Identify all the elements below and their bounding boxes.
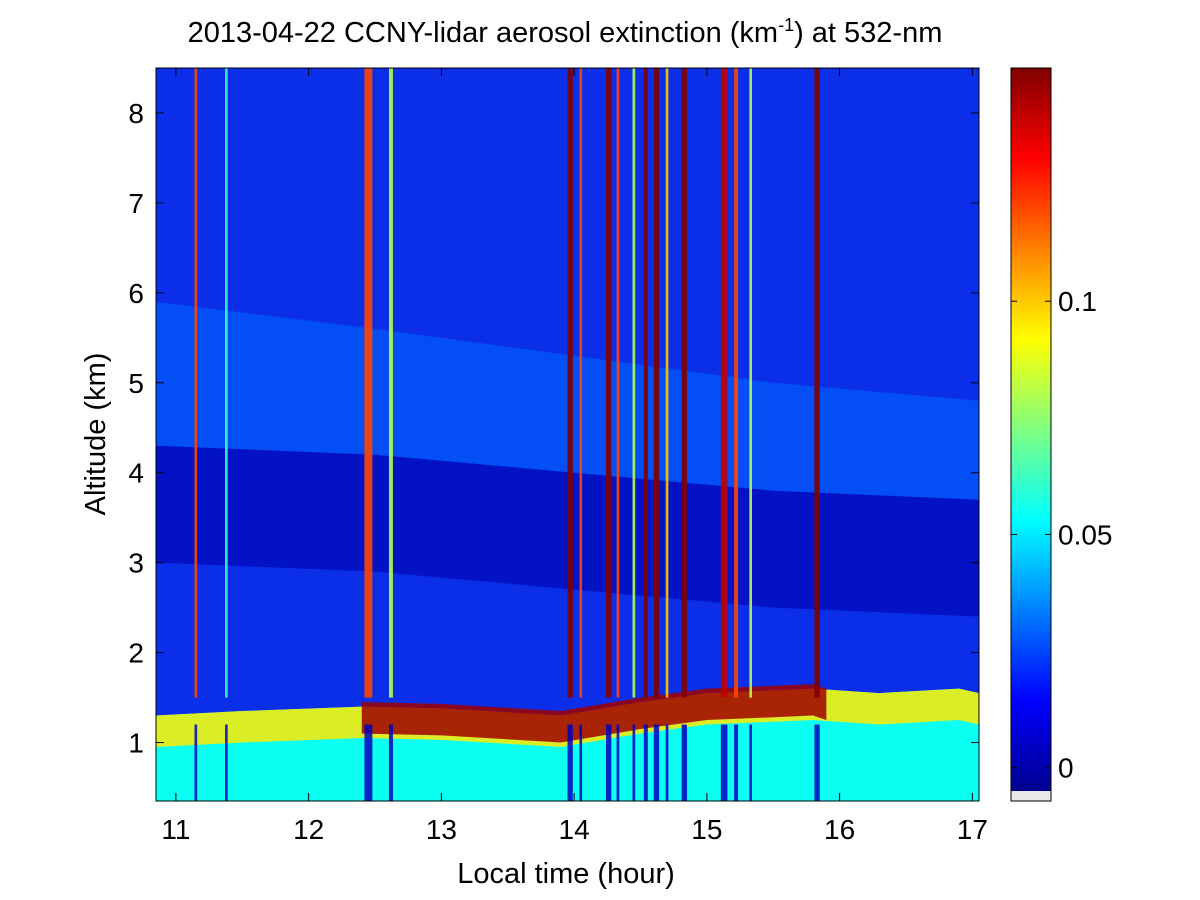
cloud-shadow-column — [632, 724, 636, 801]
chart-title: 2013-04-22 CCNY-lidar aerosol extinction… — [188, 15, 943, 49]
cloud-shadow-column — [579, 724, 583, 801]
cloud-shadow-column — [194, 724, 198, 801]
cloud-shadow-column — [734, 724, 739, 801]
cloud-shadow-column — [749, 724, 753, 801]
cloud-shadow-column — [364, 724, 373, 801]
cloud-shadow-column — [643, 724, 648, 801]
cloud-shadow-column — [814, 724, 820, 801]
cloud-shadow-column — [681, 724, 687, 801]
y-tick-label: 8 — [128, 98, 144, 129]
colorbar-scale — [1011, 68, 1051, 791]
cloud-column — [364, 68, 373, 698]
x-tick-label: 11 — [161, 814, 190, 845]
y-tick-label: 5 — [128, 368, 144, 399]
y-tick-label: 7 — [128, 188, 144, 219]
cloud-column — [605, 68, 612, 698]
x-tick-label: 16 — [824, 814, 855, 845]
colorbar-tick-label: 0.05 — [1058, 519, 1113, 550]
y-tick-label: 2 — [128, 638, 144, 669]
x-tick-label: 14 — [559, 814, 590, 845]
cloud-column — [643, 68, 648, 698]
cloud-shadow-column — [225, 724, 228, 801]
y-axis-label: Altitude (km) — [80, 353, 112, 516]
plot-frame — [155, 67, 980, 802]
colorbar-tick-label: 0 — [1058, 753, 1074, 784]
x-tick-label: 13 — [426, 814, 457, 845]
colorbar-tick-label: 0.1 — [1058, 286, 1097, 317]
cloud-shadow-column — [605, 724, 612, 801]
cloud-shadow-column — [720, 724, 728, 801]
cloud-column — [225, 68, 228, 698]
cloud-column — [632, 68, 636, 698]
y-tick-label: 1 — [128, 728, 144, 759]
heatmap-layers — [156, 68, 979, 801]
y-axis: 1 2 3 4 5 6 7 8 — [128, 98, 979, 759]
cloud-column — [579, 68, 583, 698]
cloud-column — [814, 68, 820, 698]
y-tick-label: 3 — [128, 548, 144, 579]
cloud-column — [681, 68, 687, 698]
x-tick-label: 17 — [957, 814, 988, 845]
x-tick-label: 12 — [293, 814, 324, 845]
cloud-shadow-column — [567, 724, 573, 801]
x-tick-label: 15 — [691, 814, 722, 845]
cloud-column — [567, 68, 573, 698]
cloud-column — [665, 68, 669, 698]
colorbar-underflow — [1011, 791, 1051, 801]
colorbar-frame — [1010, 67, 1052, 802]
y-tick-label: 6 — [128, 278, 144, 309]
cloud-column — [720, 68, 728, 698]
cloud-shadow-column — [665, 724, 669, 801]
cloud-column — [194, 68, 198, 698]
cloud-column — [749, 68, 753, 698]
cloud-shadow-column — [388, 724, 393, 801]
colorbar: 0 0.05 0.1 — [1010, 67, 1113, 802]
boundary-layer-top-cloud — [361, 684, 827, 743]
cloud-shadow-column — [653, 724, 660, 801]
x-axis: 11 12 13 14 15 16 17 — [161, 68, 988, 845]
colorbar-ticks: 0 0.05 0.1 — [1011, 286, 1113, 784]
cloud-shadow-column — [616, 724, 620, 801]
cloud-column — [653, 68, 660, 698]
x-axis-label: Local time (hour) — [457, 858, 675, 890]
cloud-column — [388, 68, 393, 698]
cloud-column — [616, 68, 620, 698]
cloud-column — [734, 68, 739, 698]
y-tick-label: 4 — [128, 458, 144, 489]
